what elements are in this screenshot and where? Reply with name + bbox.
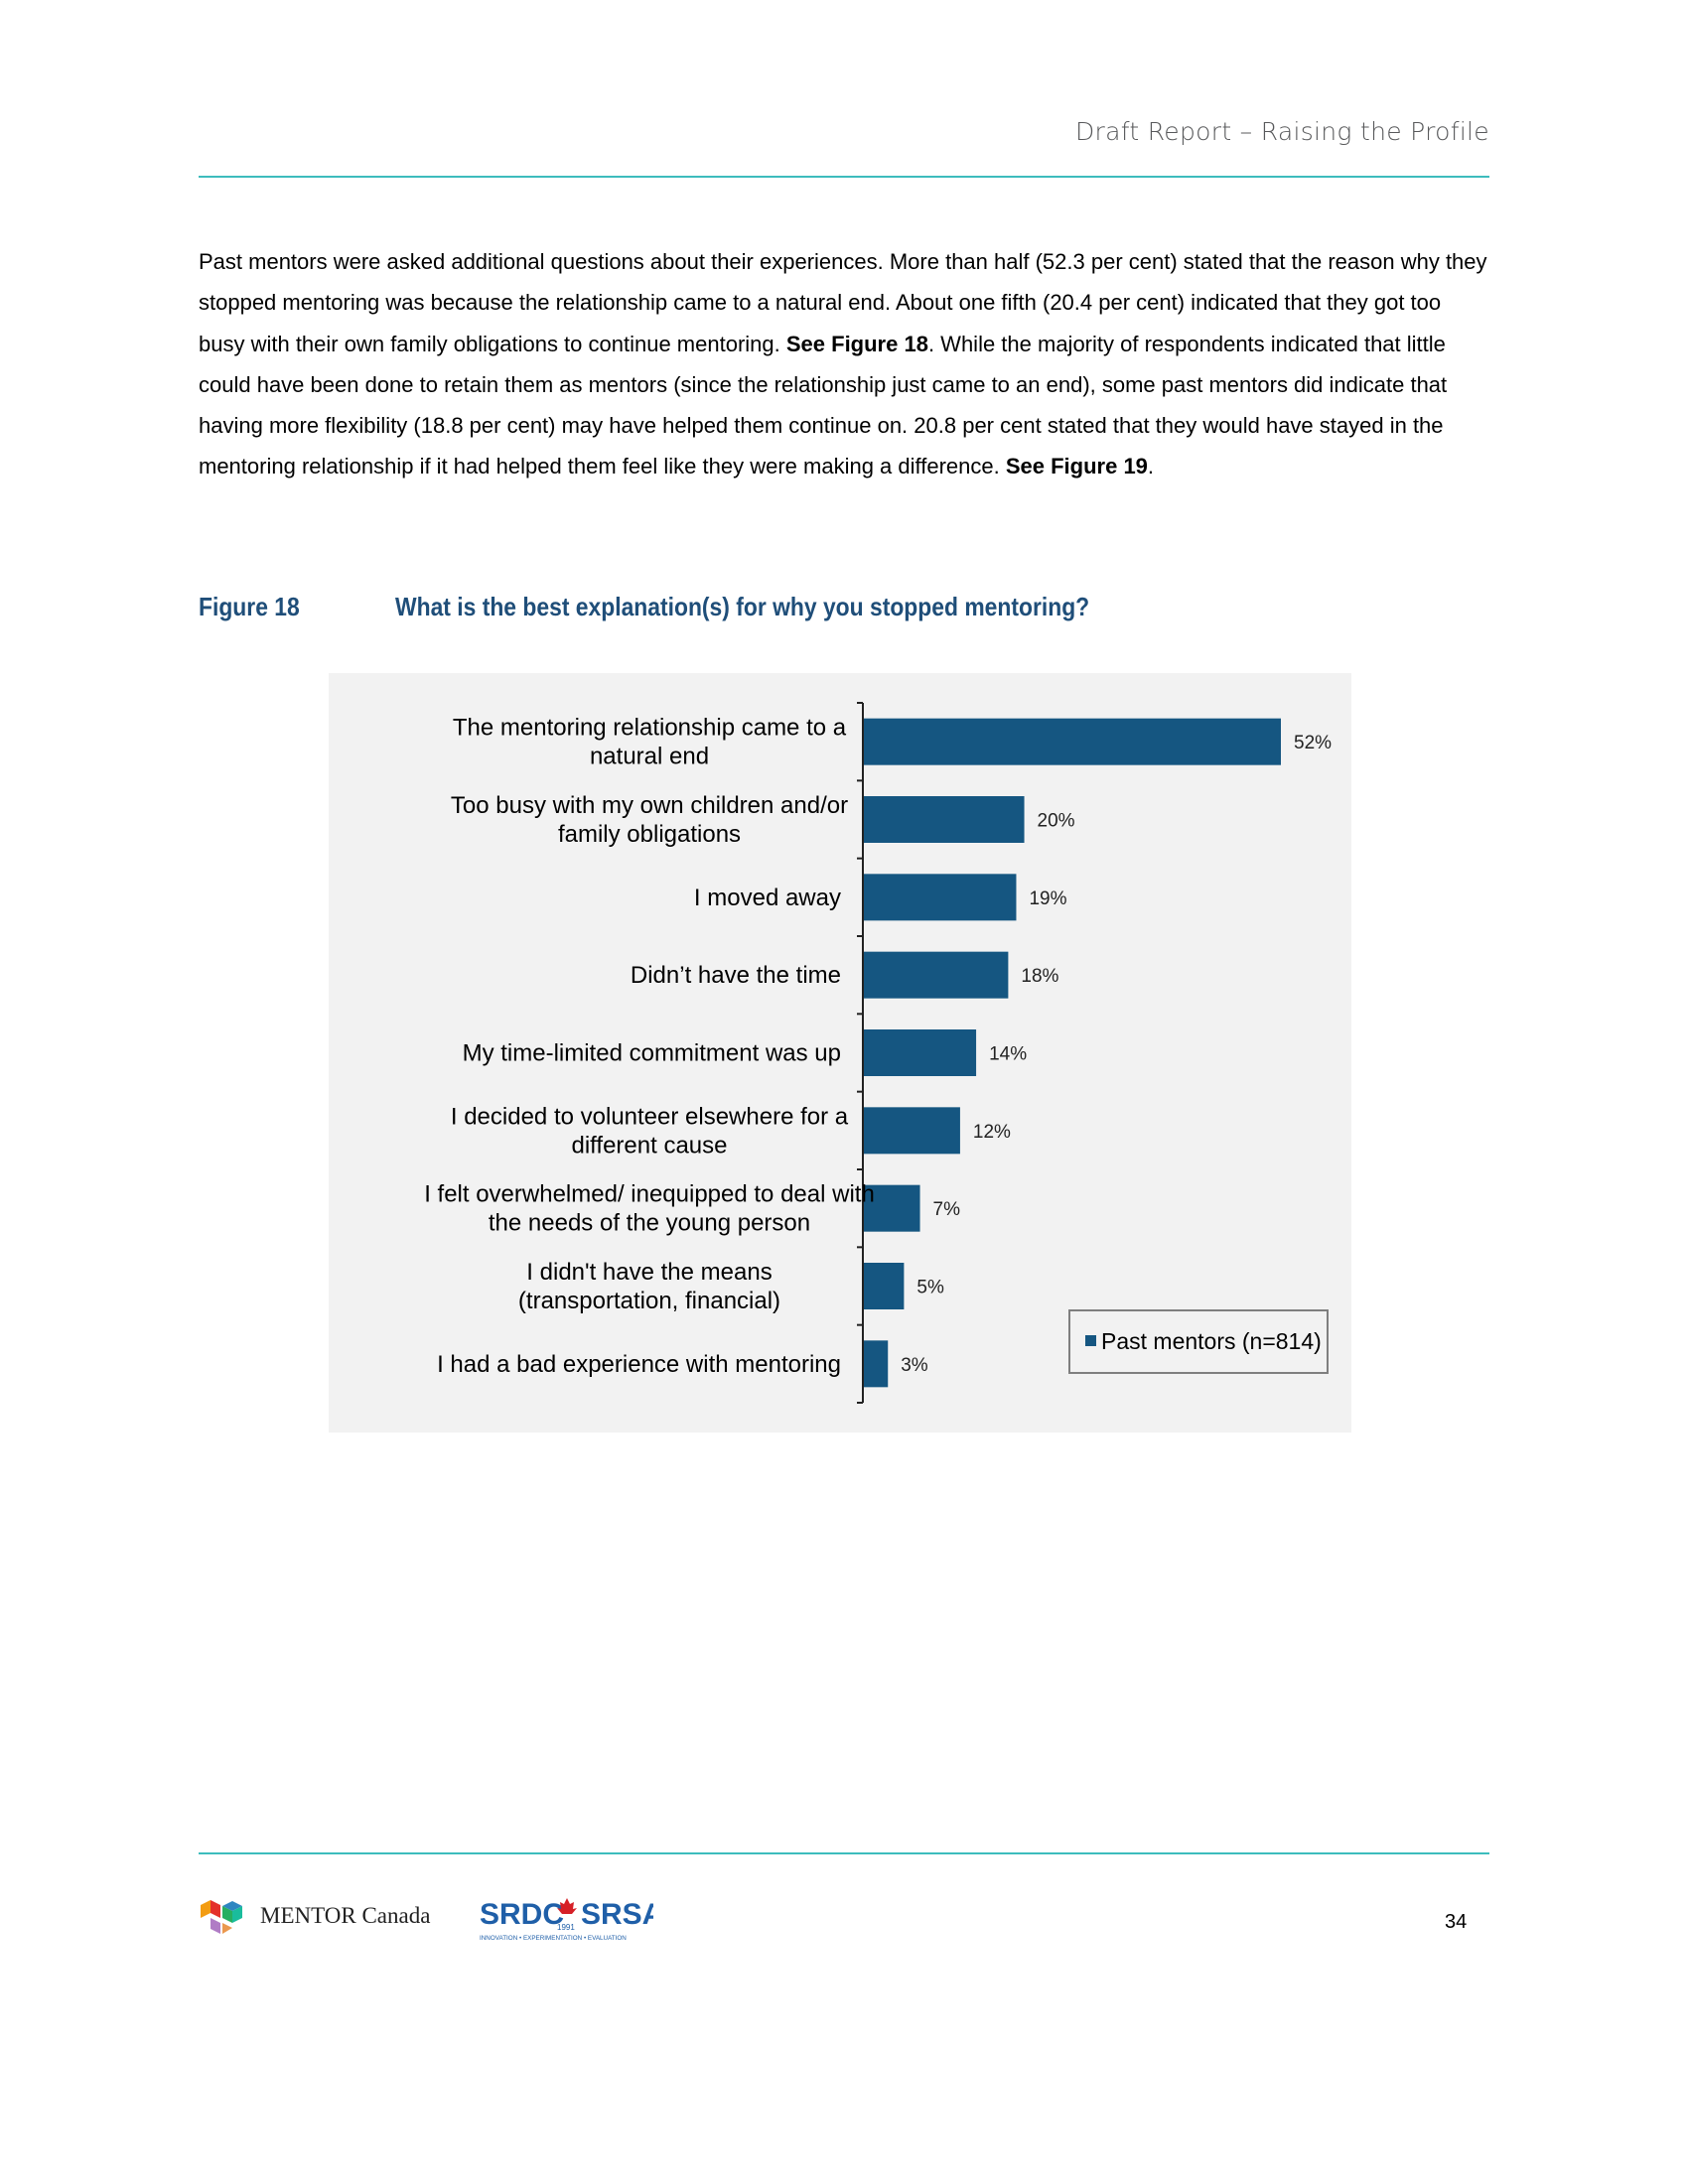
report-header-title: Draft Report – Raising the Profile xyxy=(1075,117,1489,146)
header-rule xyxy=(199,176,1489,178)
bar xyxy=(864,718,1281,765)
bar-value-label: 3% xyxy=(901,1355,928,1376)
category-label: (transportation, financial) xyxy=(518,1288,780,1314)
figure-number: Figure 18 xyxy=(199,592,300,621)
category-label: Didn’t have the time xyxy=(631,962,841,989)
bar xyxy=(864,951,1009,999)
bar xyxy=(864,1184,920,1232)
bar-value-label: 20% xyxy=(1038,811,1075,832)
maple-leaf-icon xyxy=(557,1898,577,1914)
body-paragraph: Past mentors were asked additional quest… xyxy=(199,241,1489,487)
bar-value-label: 52% xyxy=(1294,733,1332,753)
legend-box xyxy=(1068,1309,1329,1374)
bar-value-label: 5% xyxy=(916,1278,944,1298)
bar-value-label: 18% xyxy=(1021,966,1058,987)
category-label: I didn't have the means xyxy=(526,1259,772,1286)
srdc-year: 1991 xyxy=(557,1923,575,1932)
category-label: I moved away xyxy=(694,885,841,911)
srdc-text: SRDC xyxy=(480,1898,564,1931)
figure-reference: See Figure 19 xyxy=(1005,454,1148,479)
bar xyxy=(864,874,1017,921)
figure-title: What is the best explanation(s) for why … xyxy=(395,592,1090,621)
category-label: the needs of the young person xyxy=(489,1210,810,1237)
body-text-segment: Past mentors were asked additional quest… xyxy=(199,249,1487,356)
category-label: The mentoring relationship came to a xyxy=(453,715,847,742)
bar xyxy=(864,1340,889,1388)
category-label: Too busy with my own children and/or xyxy=(451,792,848,819)
category-label: natural end xyxy=(590,744,709,770)
category-label: different cause xyxy=(572,1132,728,1159)
category-label: I had a bad experience with mentoring xyxy=(437,1351,841,1378)
category-label: family obligations xyxy=(558,821,741,848)
bar-value-label: 19% xyxy=(1029,888,1066,909)
legend-swatch xyxy=(1085,1335,1096,1346)
body-text-segment: . While the majority of respondents indi… xyxy=(199,331,1448,479)
srdc-srsa-logo: SRDC 1991 SRSA INNOVATION • EXPERIMENTAT… xyxy=(480,1892,663,1949)
bar-value-label: 12% xyxy=(973,1122,1011,1143)
legend-label: Past mentors (n=814) xyxy=(1101,1328,1322,1354)
mentor-cube-icon xyxy=(201,1900,242,1934)
category-label: I felt overwhelmed/ inequipped to deal w… xyxy=(424,1181,875,1208)
figure-reference: See Figure 18 xyxy=(785,331,928,356)
mentor-canada-logo: MENTOR Canada xyxy=(199,1896,430,1936)
bar xyxy=(864,1107,960,1155)
srdc-tagline: INNOVATION • EXPERIMENTATION • EVALUATIO… xyxy=(480,1935,627,1942)
category-label: My time-limited commitment was up xyxy=(463,1040,841,1067)
bar-chart-svg: 52% The mentoring relationship came to an… xyxy=(424,702,1332,1404)
srsa-text: SRSA xyxy=(581,1898,653,1931)
bar-value-label: 14% xyxy=(989,1044,1027,1065)
category-label: I decided to volunteer elsewhere for a xyxy=(451,1103,849,1130)
bar xyxy=(864,796,1025,843)
mentor-canada-text: MENTOR Canada xyxy=(260,1903,431,1928)
body-text-segment: . xyxy=(1147,454,1155,479)
page-number: 34 xyxy=(1445,1911,1468,1933)
bar xyxy=(864,1029,977,1076)
bar xyxy=(864,1263,905,1309)
bar-value-label: 7% xyxy=(933,1199,961,1220)
footer-rule xyxy=(199,1852,1489,1854)
